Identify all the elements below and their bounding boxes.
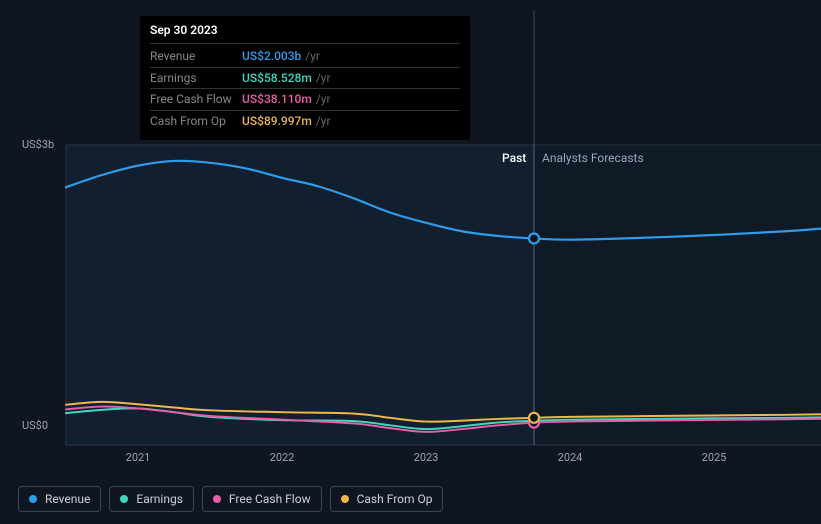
tooltip-metric-value: US$58.528m xyxy=(242,70,312,87)
legend-dot-icon xyxy=(29,495,37,503)
tooltip-metric-value: US$38.110m xyxy=(242,91,312,108)
hover-tooltip: Sep 30 2023 RevenueUS$2.003b/yrEarningsU… xyxy=(140,16,470,140)
x-tick-label: 2022 xyxy=(270,451,295,464)
x-tick-label: 2025 xyxy=(702,451,727,464)
legend: Revenue Earnings Free Cash Flow Cash From O… xyxy=(18,486,443,512)
legend-dot-icon xyxy=(120,495,128,503)
y-tick-label: US$3b xyxy=(22,138,54,151)
x-tick-label: 2021 xyxy=(126,451,151,464)
tooltip-metric-value: US$2.003b xyxy=(242,48,301,65)
tooltip-unit: /yr xyxy=(316,70,331,87)
legend-item-free-cash-flow[interactable]: Free Cash Flow xyxy=(202,486,322,512)
past-region xyxy=(66,145,534,445)
legend-item-cash-from-op[interactable]: Cash From Op xyxy=(330,486,444,512)
legend-label: Cash From Op xyxy=(357,492,433,506)
x-tick-label: 2023 xyxy=(414,451,439,464)
hover-marker-cash-from-op xyxy=(529,413,539,423)
forecast-region xyxy=(534,145,821,445)
tooltip-unit: /yr xyxy=(316,113,331,130)
tooltip-metric-label: Free Cash Flow xyxy=(150,91,242,108)
legend-label: Earnings xyxy=(136,492,183,506)
tooltip-metric-label: Revenue xyxy=(150,48,242,65)
tooltip-metric-label: Earnings xyxy=(150,70,242,87)
tooltip-row: EarningsUS$58.528m/yr xyxy=(150,68,460,90)
legend-label: Free Cash Flow xyxy=(229,492,311,506)
tooltip-row: Free Cash FlowUS$38.110m/yr xyxy=(150,89,460,111)
past-label: Past xyxy=(502,151,526,165)
legend-label: Revenue xyxy=(45,492,90,506)
tooltip-metric-label: Cash From Op xyxy=(150,113,242,130)
tooltip-date: Sep 30 2023 xyxy=(150,22,460,44)
tooltip-row: RevenueUS$2.003b/yr xyxy=(150,46,460,68)
hover-marker-revenue xyxy=(529,233,539,243)
legend-item-earnings[interactable]: Earnings xyxy=(109,486,194,512)
legend-dot-icon xyxy=(341,495,349,503)
tooltip-unit: /yr xyxy=(305,48,320,65)
tooltip-unit: /yr xyxy=(316,91,331,108)
tooltip-row: Cash From OpUS$89.997m/yr xyxy=(150,111,460,132)
tooltip-metric-value: US$89.997m xyxy=(242,113,312,130)
legend-dot-icon xyxy=(213,495,221,503)
legend-item-revenue[interactable]: Revenue xyxy=(18,486,101,512)
y-tick-label: US$0 xyxy=(22,419,48,432)
x-tick-label: 2024 xyxy=(558,451,583,464)
forecast-label: Analysts Forecasts xyxy=(542,151,644,165)
